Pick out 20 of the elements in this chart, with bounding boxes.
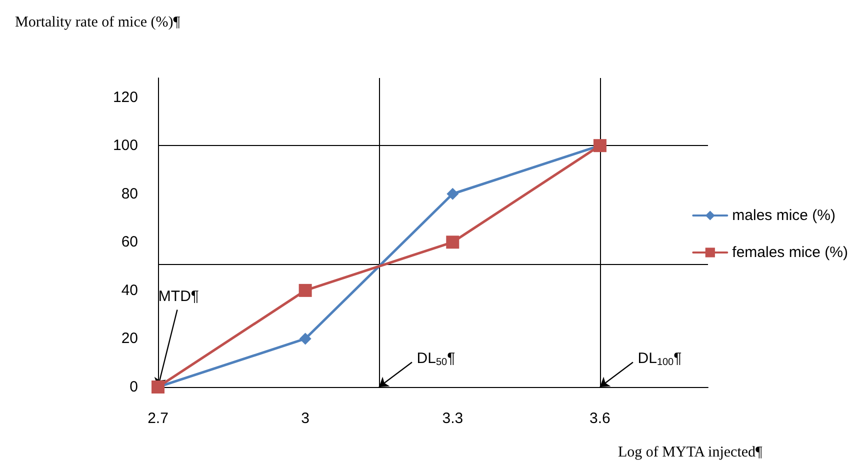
y-tick-label: 0 [130,378,138,396]
point [446,188,459,200]
point [299,332,312,345]
y-tick-label: 20 [121,330,138,348]
annotation: MTD¶ [158,288,199,305]
x-axis-title: Log of MYTA injected¶ [618,444,763,460]
point [446,236,460,249]
x-tick-label: 3 [301,410,310,427]
legend-label: females mice (%) [732,244,848,261]
y-tick-label: 80 [121,185,138,202]
y-tick-label: 120 [112,88,138,106]
point [298,284,312,297]
x-tick-label: 3.6 [590,410,610,427]
x-tick-label: 2.7 [148,410,168,427]
legend-label: males mice (%) [732,207,836,224]
y-axis-title: Mortality rate of mice (%)¶ [15,14,180,30]
y-tick-label: 100 [112,137,138,154]
x-tick-label: 3.3 [442,410,464,427]
y-tick-label: 60 [121,234,138,251]
y-tick-label: 40 [121,282,138,299]
